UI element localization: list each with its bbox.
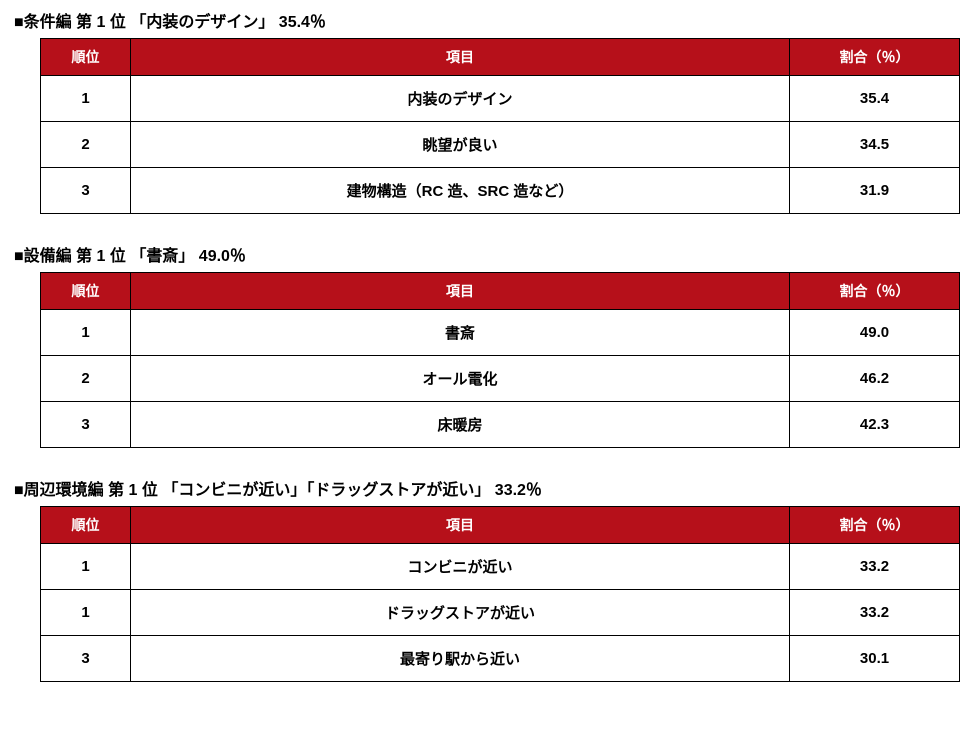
cell-rank: 1 bbox=[41, 310, 131, 356]
cell-ratio: 49.0 bbox=[790, 310, 960, 356]
cell-item: 内装のデザイン bbox=[131, 76, 790, 122]
cell-ratio: 35.4 bbox=[790, 76, 960, 122]
table-row: 1 内装のデザイン 35.4 bbox=[41, 76, 960, 122]
cell-item: オール電化 bbox=[131, 356, 790, 402]
cell-item: 建物構造（RC 造、SRC 造など） bbox=[131, 168, 790, 214]
table-row: 1 書斎 49.0 bbox=[41, 310, 960, 356]
col-header-ratio: 割合（％） bbox=[790, 39, 960, 76]
cell-ratio: 33.2 bbox=[790, 544, 960, 590]
cell-ratio: 34.5 bbox=[790, 122, 960, 168]
cell-ratio: 33.2 bbox=[790, 590, 960, 636]
col-header-item: 項目 bbox=[131, 507, 790, 544]
cell-item: 眺望が良い bbox=[131, 122, 790, 168]
cell-rank: 3 bbox=[41, 402, 131, 448]
cell-rank: 1 bbox=[41, 544, 131, 590]
table-row: 3 最寄り駅から近い 30.1 bbox=[41, 636, 960, 682]
cell-ratio: 31.9 bbox=[790, 168, 960, 214]
col-header-ratio: 割合（％） bbox=[790, 507, 960, 544]
cell-ratio: 30.1 bbox=[790, 636, 960, 682]
ranking-table: 順位 項目 割合（％） 1 コンビニが近い 33.2 1 ドラッグストアが近い … bbox=[40, 506, 960, 682]
section-conditions: ■条件編 第 1 位 「内装のデザイン」 35.4％ 順位 項目 割合（％） 1… bbox=[10, 8, 969, 214]
col-header-ratio: 割合（％） bbox=[790, 273, 960, 310]
cell-item: 最寄り駅から近い bbox=[131, 636, 790, 682]
col-header-item: 項目 bbox=[131, 39, 790, 76]
table-row: 1 コンビニが近い 33.2 bbox=[41, 544, 960, 590]
table-row: 1 ドラッグストアが近い 33.2 bbox=[41, 590, 960, 636]
cell-item: 床暖房 bbox=[131, 402, 790, 448]
cell-rank: 1 bbox=[41, 76, 131, 122]
cell-item: コンビニが近い bbox=[131, 544, 790, 590]
col-header-rank: 順位 bbox=[41, 273, 131, 310]
cell-item: 書斎 bbox=[131, 310, 790, 356]
cell-rank: 3 bbox=[41, 168, 131, 214]
col-header-rank: 順位 bbox=[41, 507, 131, 544]
cell-rank: 1 bbox=[41, 590, 131, 636]
table-row: 2 眺望が良い 34.5 bbox=[41, 122, 960, 168]
section-title: ■周辺環境編 第 1 位 「コンビニが近い」「ドラッグストアが近い」 33.2％ bbox=[10, 476, 969, 500]
ranking-table: 順位 項目 割合（％） 1 書斎 49.0 2 オール電化 46.2 3 床暖房… bbox=[40, 272, 960, 448]
table-row: 2 オール電化 46.2 bbox=[41, 356, 960, 402]
table-row: 3 床暖房 42.3 bbox=[41, 402, 960, 448]
ranking-table: 順位 項目 割合（％） 1 内装のデザイン 35.4 2 眺望が良い 34.5 … bbox=[40, 38, 960, 214]
table-row: 3 建物構造（RC 造、SRC 造など） 31.9 bbox=[41, 168, 960, 214]
cell-rank: 3 bbox=[41, 636, 131, 682]
section-title: ■条件編 第 1 位 「内装のデザイン」 35.4％ bbox=[10, 8, 969, 32]
cell-rank: 2 bbox=[41, 122, 131, 168]
cell-item: ドラッグストアが近い bbox=[131, 590, 790, 636]
col-header-rank: 順位 bbox=[41, 39, 131, 76]
section-surroundings: ■周辺環境編 第 1 位 「コンビニが近い」「ドラッグストアが近い」 33.2％… bbox=[10, 476, 969, 682]
cell-ratio: 42.3 bbox=[790, 402, 960, 448]
section-title: ■設備編 第 1 位 「書斎」 49.0％ bbox=[10, 242, 969, 266]
cell-ratio: 46.2 bbox=[790, 356, 960, 402]
cell-rank: 2 bbox=[41, 356, 131, 402]
section-equipment: ■設備編 第 1 位 「書斎」 49.0％ 順位 項目 割合（％） 1 書斎 4… bbox=[10, 242, 969, 448]
col-header-item: 項目 bbox=[131, 273, 790, 310]
